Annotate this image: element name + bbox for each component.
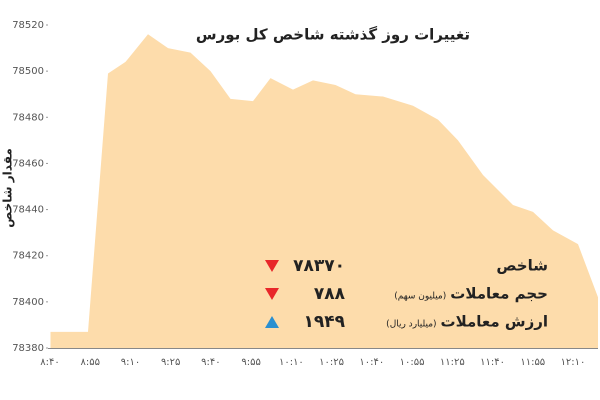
x-tick-label: ۹:۱۰ xyxy=(121,357,140,368)
direction-arrow xyxy=(265,316,279,328)
y-tick-label: 78400 xyxy=(12,297,44,308)
x-tick-label: ۱۰:۱۰ xyxy=(279,357,304,368)
summary-unit: (میلیارد ریال) xyxy=(386,320,436,330)
y-axis-label: مقدار شاخص xyxy=(1,148,15,228)
x-tick-label: ۱۱:۲۵ xyxy=(440,357,465,368)
x-tick-label: ۹:۵۵ xyxy=(241,357,260,368)
x-tick-label: ۸:۴۰ xyxy=(40,357,59,368)
y-tick-label: 78440 xyxy=(12,205,44,216)
chart-title: تغییرات روز گذشته شاخص کل بورس xyxy=(196,26,470,44)
y-tick-label: 78420 xyxy=(12,251,44,262)
x-tick-label: ۹:۴۰ xyxy=(201,357,220,368)
x-tick-label: ۸:۵۵ xyxy=(80,357,99,368)
summary-unit: (میلیون سهم) xyxy=(394,292,446,302)
summary-name: شاخص xyxy=(496,257,548,275)
y-tick-label: 78380 xyxy=(12,343,44,354)
direction-arrow xyxy=(265,260,279,272)
x-tick-label: ۱۰:۲۵ xyxy=(319,357,344,368)
x-tick-label: ۱۱:۵۵ xyxy=(520,357,545,368)
y-tick-label: 78480 xyxy=(12,112,44,123)
y-tick-label: 78460 xyxy=(12,158,44,169)
x-tick-label: ۱۱:۴۰ xyxy=(480,357,505,368)
x-tick-label: ۱۰:۵۵ xyxy=(400,357,425,368)
summary-name: حجم معاملات xyxy=(450,285,548,303)
x-tick-label: ۱۲:۱۰ xyxy=(561,357,586,368)
summary-value: ۱۹۴۹ xyxy=(303,312,345,332)
area xyxy=(50,34,598,348)
direction-arrow xyxy=(265,288,279,300)
y-tick-label: 78520 xyxy=(12,20,44,31)
y-tick-label: 78500 xyxy=(12,66,44,77)
x-tick-label: ۱۰:۴۰ xyxy=(359,357,384,368)
x-tick-label: ۹:۲۵ xyxy=(161,357,180,368)
summary-value: ۷۸۳۷۰ xyxy=(293,256,345,276)
summary-name: ارزش معاملات xyxy=(441,313,548,331)
summary-value: ۷۸۸ xyxy=(314,284,346,304)
